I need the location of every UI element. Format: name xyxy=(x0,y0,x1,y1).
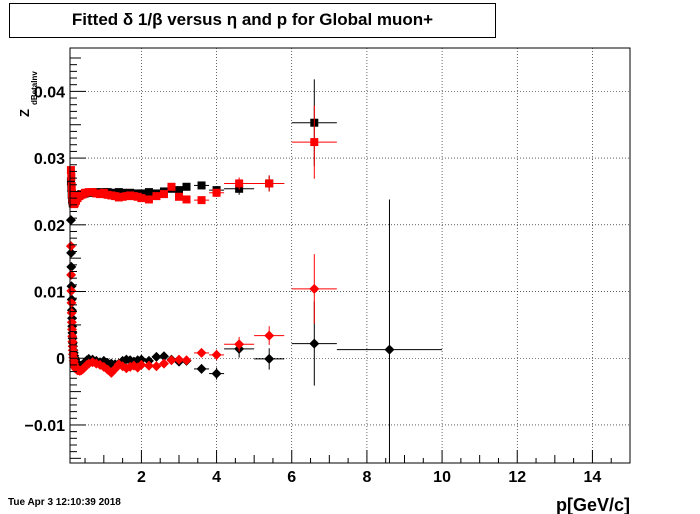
data-point-square xyxy=(265,179,274,188)
data-point-diamond xyxy=(158,351,169,362)
data-point-square xyxy=(66,177,75,186)
data-point-diamond xyxy=(166,355,177,366)
data-point-square xyxy=(310,138,319,147)
data-point-diamond xyxy=(136,354,147,365)
y-axis-label-sub: dBetaInv xyxy=(30,71,39,105)
data-point-diamond xyxy=(196,363,207,374)
y-tick-label: 0.03 xyxy=(34,151,65,168)
data-point-square xyxy=(174,192,183,201)
chart-title: Fitted δ 1/β versus η and p for Global m… xyxy=(71,10,434,29)
series-3 xyxy=(65,241,337,378)
data-point-diamond xyxy=(211,368,222,379)
data-point-square xyxy=(66,166,75,175)
data-point-square xyxy=(67,182,76,191)
data-point-square xyxy=(197,196,206,205)
data-point-square xyxy=(68,189,77,198)
data-point-diamond xyxy=(158,358,169,369)
data-point-diamond xyxy=(384,344,395,355)
data-point-diamond xyxy=(234,339,245,350)
x-tick-label: 12 xyxy=(508,469,526,486)
series-2 xyxy=(65,199,443,463)
axes: 2 4 6 8 10 12 14 −0.01 0 0.01 0.02 0.03 0.04 xyxy=(25,57,612,486)
data-point-diamond xyxy=(151,361,162,372)
y-tick-label: 0.01 xyxy=(34,285,65,302)
y-tick-label: 0.04 xyxy=(34,84,65,101)
data-point-diamond xyxy=(151,351,162,362)
data-point-diamond xyxy=(143,360,154,371)
data-point-diamond xyxy=(264,330,275,341)
data-point-square xyxy=(174,186,183,195)
series-layer xyxy=(65,79,443,463)
title-box: Fitted δ 1/β versus η and p for Global m… xyxy=(9,3,496,38)
data-point-diamond xyxy=(264,353,275,364)
data-point-square xyxy=(197,181,206,190)
data-point-diamond xyxy=(66,269,77,280)
x-tick-label: 6 xyxy=(287,469,296,486)
y-tick-label: 0 xyxy=(56,351,65,368)
data-point-diamond xyxy=(66,285,77,296)
data-point-square xyxy=(159,190,168,199)
x-tick-label: 10 xyxy=(433,469,451,486)
data-point-square xyxy=(212,188,221,197)
data-point-square xyxy=(144,195,153,204)
data-point-diamond xyxy=(196,347,207,358)
x-tick-label: 2 xyxy=(137,469,146,486)
data-point-square xyxy=(137,194,146,203)
x-tick-label: 14 xyxy=(584,469,602,486)
data-point-diamond xyxy=(66,307,77,318)
x-axis-label: p[GeV/c] xyxy=(556,495,630,514)
data-point-square xyxy=(67,172,76,181)
y-tick-label: −0.01 xyxy=(25,418,66,435)
data-point-diamond xyxy=(181,355,192,366)
data-point-diamond xyxy=(65,241,76,252)
x-tick-label: 8 xyxy=(362,469,371,486)
data-point-square xyxy=(182,195,191,204)
data-point-diamond xyxy=(136,359,147,370)
plot-frame xyxy=(69,47,631,464)
data-point-diamond xyxy=(173,354,184,365)
y-axis-label: Z xyxy=(17,109,32,117)
series-0 xyxy=(66,79,337,208)
data-point-square xyxy=(182,182,191,191)
data-point-square xyxy=(167,182,176,191)
data-point-diamond xyxy=(309,283,320,294)
grid-lines xyxy=(70,48,630,463)
series-1 xyxy=(66,105,337,209)
data-point-diamond xyxy=(66,247,77,258)
data-point-square xyxy=(235,179,244,188)
data-point-diamond xyxy=(211,349,222,360)
data-point-diamond xyxy=(65,215,76,226)
timestamp: Tue Apr 3 12:10:39 2018 xyxy=(8,497,121,508)
data-point-square xyxy=(152,192,161,201)
data-point-diamond xyxy=(309,338,320,349)
data-point-square xyxy=(144,188,153,197)
x-tick-label: 4 xyxy=(212,469,221,486)
y-tick-label: 0.02 xyxy=(34,218,65,235)
